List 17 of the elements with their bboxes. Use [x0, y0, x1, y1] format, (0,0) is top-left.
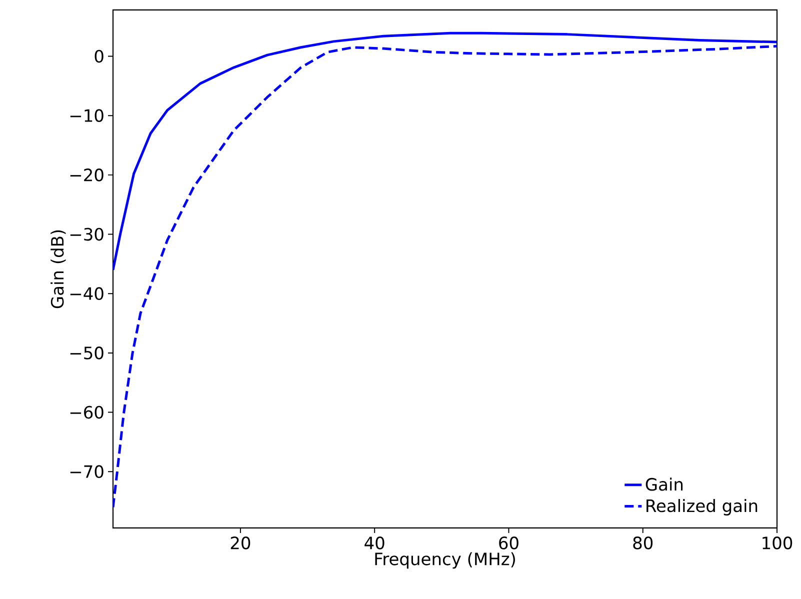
y-tick-label: −70: [70, 465, 104, 478]
x-tick-label: 20: [230, 536, 250, 550]
y-axis-title: Gain (dB): [50, 230, 66, 308]
legend-label: Realized gain: [646, 499, 758, 516]
x-tick-label: 100: [762, 536, 792, 550]
x-tick-label: 60: [499, 536, 518, 550]
y-tick-label: −50: [70, 346, 104, 360]
y-tick-label: 0: [94, 50, 104, 63]
x-tick-label: 40: [364, 536, 384, 550]
y-tick-label: −10: [70, 109, 104, 122]
y-tick-label: −30: [70, 228, 104, 241]
y-tick-label: −40: [70, 287, 104, 300]
x-tick-label: 80: [633, 536, 653, 550]
y-tick-label: −60: [70, 406, 104, 419]
y-tick-label: −20: [70, 168, 104, 182]
legend-label: Gain: [646, 478, 683, 491]
x-axis-title: Frequency (MHz): [375, 552, 515, 569]
